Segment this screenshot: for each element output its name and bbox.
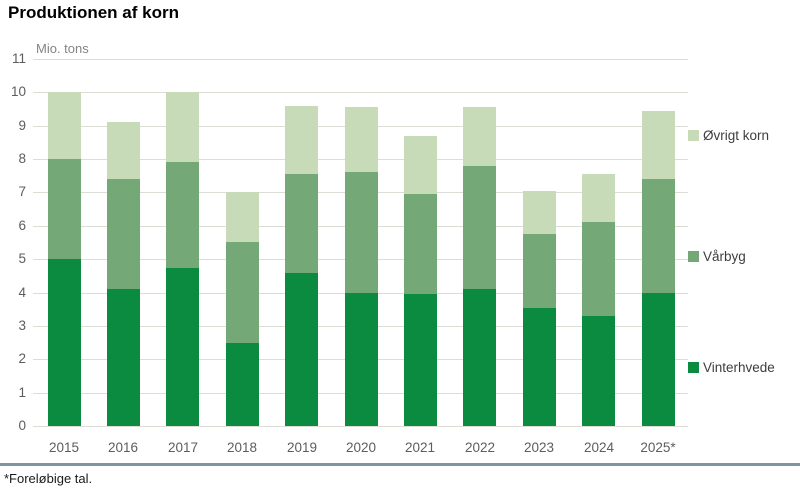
bar-segment--vrigt-korn-2020 (345, 107, 378, 172)
grid-line (33, 426, 688, 427)
x-axis-label-2017: 2017 (167, 440, 199, 455)
bar-segment-v-rbyg-2015 (48, 159, 81, 259)
y-axis-unit-label: Mio. tons (36, 41, 89, 56)
bar-segment--vrigt-korn-2019 (285, 106, 318, 174)
y-axis-tick-label: 5 (18, 251, 26, 266)
bar-segment--vrigt-korn-2018 (226, 192, 259, 242)
bar-segment-v-rbyg-2019 (285, 174, 318, 273)
y-axis-tick-label: 0 (18, 418, 26, 433)
bar-segment--vrigt-korn-2022 (463, 107, 496, 166)
bar-segment-v-rbyg-2021 (404, 194, 437, 294)
grid-line (33, 92, 688, 93)
y-axis-tick-label: 3 (18, 318, 26, 333)
bar-segment--vrigt-korn-2021 (404, 136, 437, 194)
bar-segment-vinterhvede-2023 (523, 308, 556, 426)
y-axis-tick-label: 11 (11, 51, 26, 66)
legend-swatch-icon (688, 362, 699, 373)
bar-segment-vinterhvede-2019 (285, 273, 318, 426)
footer-separator-line (0, 463, 800, 466)
legend-item-vinterhvede: Vinterhvede (688, 360, 775, 375)
y-axis-tick-label: 1 (18, 385, 26, 400)
legend-item--vrigt-korn: Øvrigt korn (688, 128, 769, 143)
bar-segment-v-rbyg-2024 (582, 222, 615, 316)
bar-segment--vrigt-korn-2024 (582, 174, 615, 222)
page-title: Produktionen af korn (8, 3, 179, 22)
bar-segment-v-rbyg-2020 (345, 172, 378, 293)
bar-segment-vinterhvede-2022 (463, 289, 496, 426)
y-axis-tick-label: 7 (18, 184, 26, 199)
bar-segment--vrigt-korn-2023 (523, 191, 556, 234)
legend-swatch-icon (688, 251, 699, 262)
legend-item-v-rbyg: Vårbyg (688, 249, 746, 264)
x-axis-label-2016: 2016 (107, 440, 139, 455)
y-axis-tick-label: 10 (10, 84, 26, 99)
bar-segment-v-rbyg-2025 (642, 179, 675, 293)
legend-label: Vårbyg (703, 249, 746, 264)
x-axis-label-2015: 2015 (48, 440, 80, 455)
bar-segment--vrigt-korn-2017 (166, 92, 199, 162)
bar-segment-vinterhvede-2017 (166, 268, 199, 426)
bar-segment-v-rbyg-2022 (463, 166, 496, 289)
bar-segment-vinterhvede-2016 (107, 289, 140, 426)
x-axis-label-2024: 2024 (583, 440, 615, 455)
x-axis-label-2025: 2025* (640, 440, 676, 455)
y-axis-tick-label: 8 (18, 151, 26, 166)
bar-segment-vinterhvede-2025 (642, 293, 675, 426)
bar-segment-v-rbyg-2017 (166, 162, 199, 268)
bar-segment-vinterhvede-2024 (582, 316, 615, 426)
y-axis-tick-label: 2 (18, 351, 26, 366)
footnote: *Foreløbige tal. (4, 471, 93, 486)
bar-segment-vinterhvede-2021 (404, 294, 437, 426)
bar-segment-vinterhvede-2015 (48, 259, 81, 426)
x-axis-label-2020: 2020 (345, 440, 377, 455)
legend-label: Vinterhvede (703, 360, 775, 375)
legend-label: Øvrigt korn (703, 128, 770, 143)
bar-segment-v-rbyg-2018 (226, 242, 259, 343)
bar-segment--vrigt-korn-2016 (107, 122, 140, 179)
y-axis-tick-label: 4 (18, 285, 26, 300)
bar-segment-vinterhvede-2018 (226, 343, 259, 426)
bar-segment--vrigt-korn-2015 (48, 92, 81, 159)
bar-segment--vrigt-korn-2025 (642, 111, 675, 179)
x-axis-label-2023: 2023 (523, 440, 555, 455)
x-axis-label-2022: 2022 (464, 440, 496, 455)
y-axis-tick-label: 9 (18, 118, 26, 133)
bar-segment-v-rbyg-2023 (523, 234, 556, 308)
grid-line (33, 59, 688, 60)
x-axis-label-2019: 2019 (286, 440, 318, 455)
chart-plot-area (33, 59, 688, 427)
bar-segment-vinterhvede-2020 (345, 293, 378, 426)
bar-segment-v-rbyg-2016 (107, 179, 140, 289)
x-axis-label-2021: 2021 (404, 440, 436, 455)
y-axis-tick-label: 6 (18, 218, 26, 233)
legend-swatch-icon (688, 130, 699, 141)
x-axis-label-2018: 2018 (226, 440, 258, 455)
